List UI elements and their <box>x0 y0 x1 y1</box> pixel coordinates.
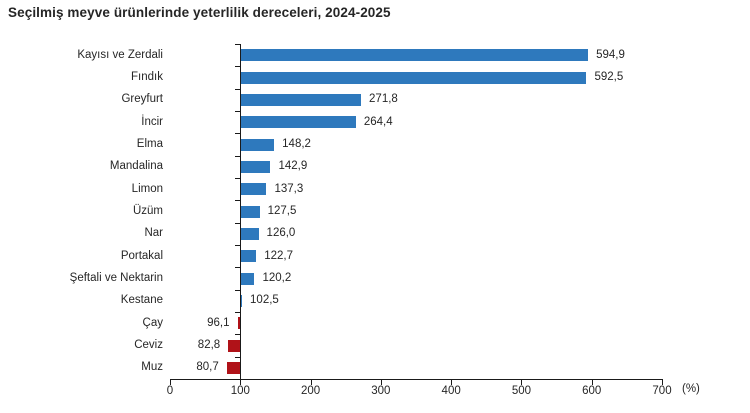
value-label: 120,2 <box>262 272 292 284</box>
category-axis-tick <box>235 178 241 179</box>
category-label: Greyfurt <box>121 93 163 106</box>
bar <box>240 116 356 129</box>
value-label: 82,8 <box>197 339 221 351</box>
x-axis-tick <box>170 380 171 385</box>
bar <box>226 361 241 374</box>
chart-title: Seçilmiş meyve ürünlerinde yeterlilik de… <box>8 5 391 20</box>
value-label: 264,4 <box>363 115 393 128</box>
category-axis-tick <box>235 44 241 45</box>
category-axis-tick <box>235 245 241 246</box>
category-axis-tick <box>235 66 241 68</box>
category-label: Portakal <box>120 249 163 262</box>
value-label: 594,9 <box>596 48 625 61</box>
category-label: Şeftali ve Nektarin <box>69 272 163 284</box>
category-label: Muz <box>141 361 163 374</box>
bar <box>240 138 275 151</box>
category-label: Nar <box>144 227 163 240</box>
category-label: Kestane <box>120 294 163 307</box>
category-label: Elma <box>136 138 163 150</box>
bar <box>240 49 589 62</box>
category-label: Ceviz <box>134 339 163 351</box>
value-label: 137,3 <box>274 182 304 195</box>
bar <box>240 93 362 106</box>
category-axis-tick <box>235 312 241 313</box>
value-label: 122,7 <box>264 249 294 262</box>
x-axis-line <box>170 379 663 380</box>
category-axis-tick <box>235 267 241 269</box>
bar <box>237 317 241 330</box>
x-axis-tick <box>521 380 523 385</box>
bar <box>240 160 271 173</box>
x-axis-tick-label: 300 <box>371 385 391 397</box>
bar <box>240 227 259 240</box>
x-axis-tick <box>451 380 453 385</box>
category-axis-tick <box>235 289 241 291</box>
value-label: 148,2 <box>282 138 311 150</box>
category-label: Çay <box>142 316 163 329</box>
baseline-axis <box>240 44 242 379</box>
x-axis-tick <box>240 380 242 385</box>
value-label: 142,9 <box>278 160 308 173</box>
x-axis-tick-label: 500 <box>511 385 532 397</box>
x-axis-tick <box>591 380 593 385</box>
bar <box>240 205 260 218</box>
value-label: 96,1 <box>207 316 230 329</box>
bar <box>228 339 241 352</box>
category-axis-tick <box>235 222 241 224</box>
bar <box>240 272 255 285</box>
category-label: Kayısı ve Zerdali <box>77 48 163 61</box>
category-axis-tick <box>235 88 241 90</box>
category-axis-tick <box>235 133 241 135</box>
x-axis-tick <box>380 380 382 385</box>
category-axis-tick <box>235 200 241 202</box>
category-axis-tick <box>235 356 241 358</box>
category-axis-tick <box>235 111 241 112</box>
value-label: 127,5 <box>267 205 297 217</box>
category-axis-tick <box>235 334 241 336</box>
bar <box>240 250 257 263</box>
x-axis-tick-label: 700 <box>652 385 672 397</box>
category-label: Üzüm <box>132 205 163 217</box>
x-axis-tick-label: 600 <box>582 385 602 397</box>
bar <box>240 71 587 84</box>
category-axis-tick <box>235 155 241 157</box>
x-axis-tick <box>310 380 312 385</box>
value-label: 271,8 <box>369 93 398 106</box>
value-label: 592,5 <box>594 71 624 83</box>
x-axis-tick-label: 100 <box>230 385 250 397</box>
value-label: 102,5 <box>250 294 279 307</box>
category-label: Mandalina <box>109 160 163 173</box>
category-label: Limon <box>131 182 163 195</box>
value-label: 126,0 <box>266 227 296 240</box>
x-axis-tick-label: 400 <box>441 385 461 397</box>
value-label: 80,7 <box>196 361 219 374</box>
category-label: İncir <box>141 115 163 128</box>
x-axis-tick <box>662 380 663 385</box>
bar <box>240 183 267 196</box>
x-axis-unit-label: (%) <box>682 383 700 395</box>
x-axis-tick-label: 0 <box>166 385 174 397</box>
category-label: Fındık <box>131 71 163 83</box>
x-axis-tick-label: 200 <box>300 385 321 397</box>
